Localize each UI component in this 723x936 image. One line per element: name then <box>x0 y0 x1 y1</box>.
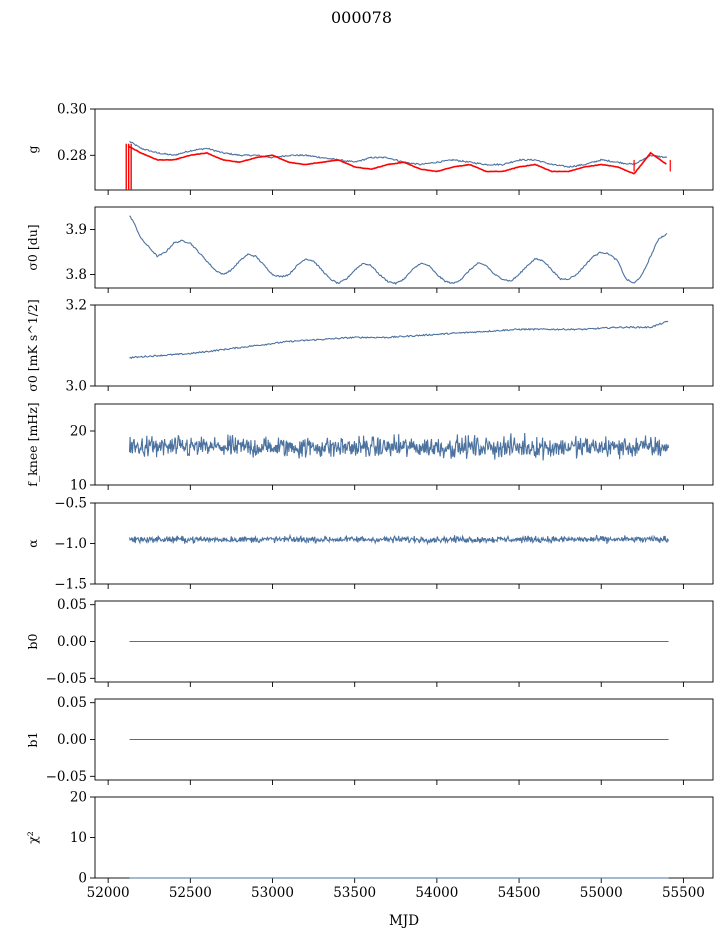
y-axis-label-alpha: α <box>25 539 40 548</box>
x-tick-label: 52000 <box>87 885 130 901</box>
y-tick-label-sigma0-mk: 3.2 <box>66 298 87 314</box>
series-line-alpha-0 <box>128 533 670 546</box>
y-tick-label-sigma0-du: 3.8 <box>66 267 87 283</box>
y-axis-label-sigma0-du: σ0 [du] <box>25 224 40 270</box>
series-line-g-0 <box>129 140 668 168</box>
y-tick-label-alpha: −0.5 <box>54 496 87 512</box>
x-tick-label: 53500 <box>333 885 376 901</box>
axes-frame-sigma0-du <box>94 206 714 289</box>
figure-title: 000078 <box>330 8 393 27</box>
series-line-sigma0-du-0 <box>129 215 668 285</box>
y-axis-label-sigma0-mk: σ0 [mK s^1/2] <box>25 299 40 391</box>
y-axis-label-b1: b1 <box>25 732 40 748</box>
x-tick-label: 54000 <box>415 885 458 901</box>
y-tick-label-g: 0.28 <box>57 148 87 164</box>
x-tick-label: 52500 <box>169 885 212 901</box>
x-tick-label: 55000 <box>580 885 623 901</box>
x-tick-label: 53000 <box>251 885 294 901</box>
x-axis-label: MJD <box>389 913 419 929</box>
series-line-sigma0-mk-0 <box>129 320 669 359</box>
y-tick-label-sigma0-du: 3.9 <box>66 222 87 238</box>
y-axis-label-chi2: χ² <box>25 831 40 844</box>
y-tick-label-b0: −0.05 <box>46 671 87 687</box>
axes-frame-fknee <box>94 403 714 486</box>
y-tick-label-b0: 0.00 <box>57 634 87 650</box>
x-tick-label: 54500 <box>498 885 541 901</box>
y-tick-label-sigma0-mk: 3.0 <box>66 379 87 395</box>
axes-frame-alpha <box>94 502 714 585</box>
y-tick-label-alpha: −1.0 <box>54 536 87 552</box>
y-axis-label-fknee: f_knee [mHz] <box>25 402 40 486</box>
axes-frame-g <box>94 108 714 191</box>
series-line-fknee-0 <box>128 432 670 461</box>
y-tick-label-g: 0.30 <box>57 102 87 118</box>
y-tick-label-chi2: 20 <box>70 790 87 806</box>
y-tick-label-alpha: −1.5 <box>54 577 87 593</box>
y-tick-label-b1: 0.05 <box>57 695 87 711</box>
axes-frame-sigma0-mk <box>94 304 714 387</box>
y-tick-label-b1: −0.05 <box>46 769 87 785</box>
y-tick-label-fknee: 20 <box>70 424 87 440</box>
y-tick-label-chi2: 10 <box>70 830 87 846</box>
x-tick-label: 55500 <box>662 885 705 901</box>
axes-frame-chi2 <box>94 796 714 879</box>
y-axis-label-b0: b0 <box>25 633 40 649</box>
y-tick-label-b1: 0.00 <box>57 732 87 748</box>
y-axis-label-g: g <box>25 145 40 153</box>
y-tick-label-b0: 0.05 <box>57 597 87 613</box>
y-tick-label-fknee: 10 <box>70 478 87 494</box>
series-line-g-1 <box>127 145 667 175</box>
y-tick-label-chi2: 0 <box>78 871 87 887</box>
